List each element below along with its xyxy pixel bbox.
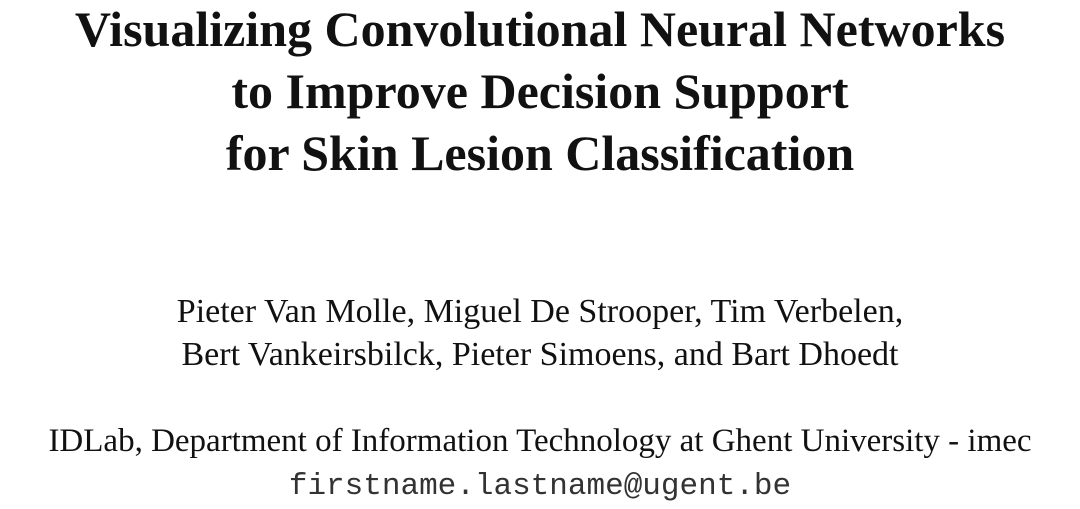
email: firstname.lastname@ugent.be	[288, 469, 792, 504]
authors-line: Pieter Van Molle, Miguel De Strooper, Ti…	[176, 293, 904, 330]
title-line: to Improve Decision Support	[231, 63, 849, 119]
title-line: for Skin Lesion Classification	[225, 125, 855, 181]
paper-title: Visualizing Convolutional Neural Network…	[0, 0, 1080, 184]
affiliation: IDLab, Department of Information Technol…	[48, 423, 1032, 459]
authors-line: Bert Vankeirsbilck, Pieter Simoens, and …	[181, 336, 899, 373]
authors: Pieter Van Molle, Miguel De Strooper, Ti…	[0, 290, 1080, 376]
title-line: Visualizing Convolutional Neural Network…	[74, 1, 1006, 57]
